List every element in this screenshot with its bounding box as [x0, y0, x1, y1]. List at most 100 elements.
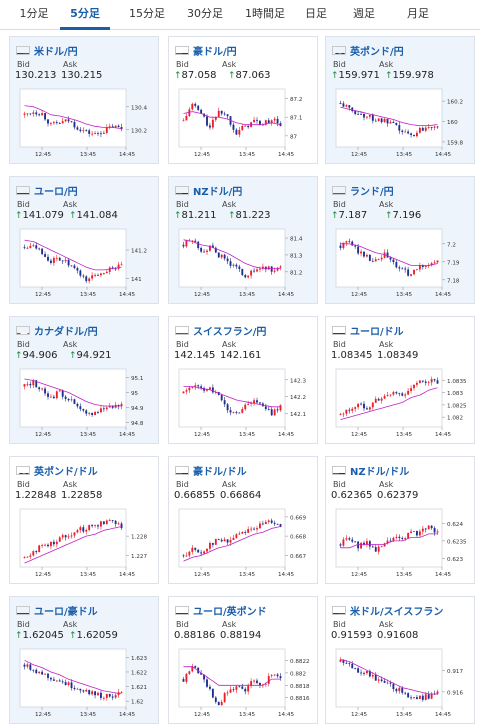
tab-weekly[interactable]: 週足	[336, 0, 392, 30]
candle	[188, 388, 190, 391]
card-title[interactable]: 英ポンド/円	[332, 43, 404, 57]
candle	[360, 543, 362, 549]
card-title[interactable]: 豪ドル/ドル	[175, 463, 247, 477]
candle	[262, 524, 264, 525]
tab-monthly[interactable]: 月足	[392, 0, 444, 30]
candle	[26, 384, 28, 385]
candle	[250, 271, 252, 276]
candle	[109, 694, 111, 696]
candle	[185, 116, 187, 120]
pair-name[interactable]: NZドル/ドル	[350, 463, 409, 478]
tab-15min[interactable]: 15分足	[118, 0, 176, 30]
candle	[357, 247, 359, 254]
card-title[interactable]: NZドル/円	[175, 183, 242, 197]
bid-value: 0.66855	[174, 490, 215, 501]
candle	[224, 255, 226, 259]
tab-1hour[interactable]: 1時間足	[234, 0, 296, 30]
card-title[interactable]: NZドル/ドル	[332, 463, 409, 477]
ask-price: 159.978	[393, 70, 434, 81]
tab-30min[interactable]: 30分足	[176, 0, 234, 30]
pair-name[interactable]: カナダドル/円	[34, 323, 98, 338]
candle	[183, 392, 185, 394]
card-title[interactable]: ユーロ/英ポンド	[175, 603, 267, 617]
card-title[interactable]: 英ポンド/ドル	[16, 463, 98, 477]
card-title[interactable]: ランド/円	[332, 183, 394, 197]
pair-name[interactable]: ユーロ/円	[34, 183, 78, 198]
card-title[interactable]: ユーロ/ドル	[332, 323, 404, 337]
candle	[24, 114, 26, 115]
ask-price: 1.62059	[77, 630, 118, 641]
tab-daily[interactable]: 日足	[296, 0, 336, 30]
candle	[422, 696, 424, 700]
bid-label: Bid	[17, 620, 30, 629]
candle	[404, 395, 406, 396]
card-title[interactable]: 米ドル/スイスフラン	[332, 603, 443, 617]
pair-name[interactable]: NZドル/円	[193, 183, 242, 198]
y-tick-label: 0.6235	[447, 539, 467, 545]
bid-label: Bid	[333, 620, 346, 629]
pair-name[interactable]: スイスフラン/円	[193, 323, 266, 338]
pair-name[interactable]: ユーロ/豪ドル	[34, 603, 98, 618]
card-title[interactable]: 豪ドル/円	[175, 43, 237, 57]
candle	[41, 389, 43, 390]
card-title[interactable]: ユーロ/円	[16, 183, 78, 197]
card-title[interactable]: 米ドル/円	[16, 43, 78, 57]
candle	[38, 387, 40, 389]
tab-5min[interactable]: 5分足	[60, 0, 110, 30]
pair-name[interactable]: 豪ドル/ドル	[193, 463, 247, 478]
pair-name[interactable]: 豪ドル/円	[193, 43, 237, 58]
candle	[381, 118, 383, 122]
pair-name[interactable]: ユーロ/英ポンド	[193, 603, 267, 618]
candle	[345, 538, 347, 539]
candle	[62, 390, 64, 396]
card-title[interactable]: カナダドル/円	[16, 323, 98, 337]
candle	[271, 409, 273, 415]
plot-area	[336, 229, 442, 287]
card-title[interactable]: ユーロ/豪ドル	[16, 603, 98, 617]
pair-name[interactable]: 米ドル/スイスフラン	[350, 603, 443, 618]
card-title[interactable]: スイスフラン/円	[175, 323, 266, 337]
candle	[29, 384, 31, 385]
pair-name[interactable]: ユーロ/ドル	[350, 323, 404, 338]
candle	[398, 125, 400, 131]
pair-name[interactable]: 英ポンド/ドル	[34, 463, 98, 478]
tab-1min[interactable]: 1分足	[0, 0, 68, 30]
pair-name[interactable]: 英ポンド/円	[350, 43, 404, 58]
pair-name[interactable]: 米ドル/円	[34, 43, 78, 58]
country-flag-icon	[16, 466, 30, 475]
bid-price: 1.62045	[23, 630, 64, 641]
pair-name[interactable]: ランド/円	[350, 183, 394, 198]
candle	[398, 267, 400, 268]
ask-label: Ask	[63, 340, 77, 349]
